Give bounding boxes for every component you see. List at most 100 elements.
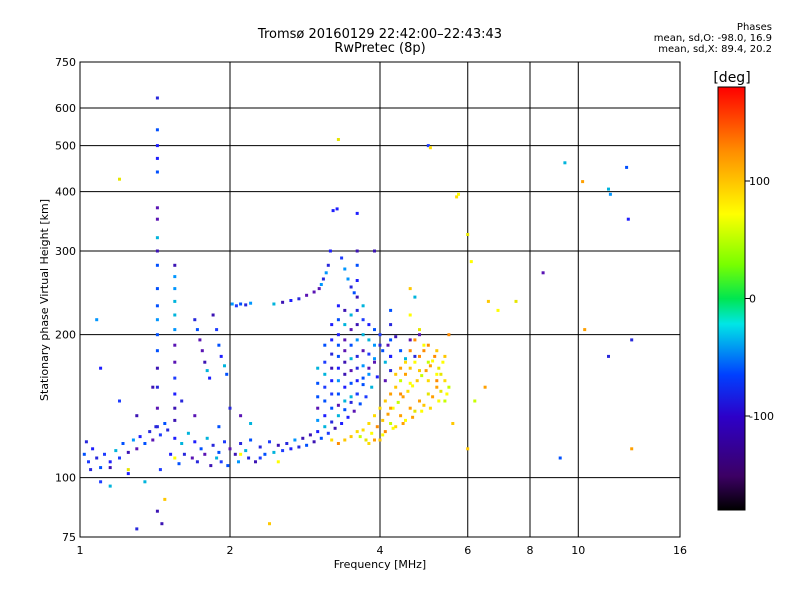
data-point: [158, 433, 162, 437]
data-point: [386, 343, 390, 347]
chart-title-line-1: Tromsø 20160129 22:42:00–22:43:43: [257, 27, 503, 42]
data-point: [289, 299, 293, 302]
data-point: [155, 128, 159, 132]
data-point: [373, 328, 376, 332]
data-point: [173, 360, 177, 364]
data-point: [447, 333, 451, 337]
data-point: [155, 170, 159, 174]
data-point: [223, 364, 226, 368]
data-point: [155, 425, 159, 429]
data-point: [443, 399, 447, 403]
data-point: [330, 323, 334, 327]
data-point: [408, 366, 412, 370]
data-point: [355, 338, 359, 342]
data-point: [439, 389, 443, 393]
data-point: [343, 372, 347, 376]
data-point: [173, 456, 177, 460]
data-point: [155, 406, 159, 410]
y-tick-label: 300: [55, 245, 76, 258]
data-point: [281, 449, 285, 453]
data-point: [324, 271, 328, 275]
plot-frame: [79, 61, 681, 538]
data-point: [418, 399, 421, 403]
data-point: [381, 433, 385, 437]
data-point: [389, 422, 393, 425]
data-point: [249, 438, 253, 442]
data-point: [349, 357, 353, 361]
data-point: [361, 428, 365, 432]
data-point: [223, 440, 226, 444]
data-point: [239, 414, 243, 418]
data-point: [373, 249, 376, 253]
data-point: [312, 440, 316, 444]
data-point: [373, 343, 376, 347]
data-point: [607, 187, 610, 191]
data-point: [198, 338, 202, 342]
x-tick-label: 16: [673, 544, 687, 557]
data-point: [319, 436, 323, 440]
data-point: [118, 456, 121, 460]
data-point: [285, 442, 289, 445]
data-point: [173, 392, 177, 396]
data-point: [217, 425, 221, 429]
data-point: [328, 249, 332, 253]
data-point: [180, 399, 184, 403]
data-point: [228, 447, 232, 451]
data-point: [367, 422, 371, 425]
data-point: [99, 480, 103, 484]
data-point: [355, 308, 359, 312]
data-point: [336, 138, 340, 141]
data-point: [155, 249, 159, 253]
data-point: [413, 295, 417, 299]
colorbar-tick-label: -100: [749, 410, 774, 423]
y-tick-label: 400: [55, 186, 76, 199]
y-tick-label: 200: [55, 329, 76, 342]
data-point: [457, 192, 460, 196]
data-point: [126, 468, 130, 472]
data-point: [335, 207, 339, 211]
data-point: [336, 379, 340, 383]
data-point: [131, 438, 135, 442]
data-point: [441, 360, 445, 364]
data-point: [361, 318, 365, 322]
data-point: [205, 436, 209, 440]
data-point: [151, 438, 155, 442]
data-point: [418, 328, 421, 332]
data-point: [381, 349, 385, 353]
colorbar-label: [deg]: [713, 70, 750, 86]
data-point: [413, 354, 417, 358]
data-point: [373, 360, 376, 364]
data-point: [211, 443, 215, 447]
data-point: [383, 379, 387, 383]
data-point: [514, 299, 518, 303]
data-point: [433, 354, 437, 358]
x-axis-ticks: 1 2 4 6 8 10 16: [77, 544, 688, 557]
data-point: [138, 435, 142, 439]
data-point: [370, 431, 374, 435]
data-point: [378, 438, 382, 442]
data-point: [199, 447, 203, 451]
data-point: [190, 456, 194, 460]
data-point: [383, 360, 387, 364]
data-point: [321, 277, 325, 281]
data-point: [169, 452, 173, 456]
data-point: [349, 435, 353, 439]
data-point: [301, 436, 305, 440]
data-point: [323, 343, 327, 347]
data-point: [126, 472, 130, 476]
phase-stats-heading: Phases: [736, 22, 772, 33]
data-point: [135, 414, 139, 418]
data-point: [435, 372, 439, 376]
colorbar-tick-label: 100: [749, 175, 770, 188]
data-point: [361, 304, 365, 308]
data-point: [336, 318, 340, 322]
data-point: [420, 409, 424, 413]
data-point: [439, 372, 443, 376]
data-point: [349, 400, 353, 404]
data-point: [340, 256, 344, 260]
data-point: [435, 349, 439, 353]
data-point: [381, 418, 385, 422]
data-point: [558, 456, 562, 460]
y-tick-label: 750: [55, 56, 76, 69]
data-point: [95, 456, 99, 460]
